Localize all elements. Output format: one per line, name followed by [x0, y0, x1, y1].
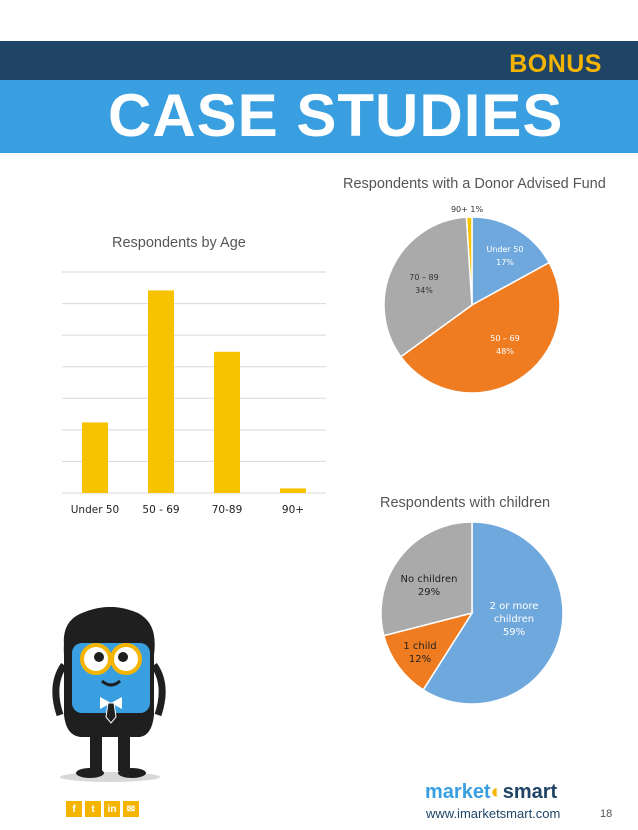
slice-label: 70 – 89 [409, 273, 438, 282]
page-title: CASE STUDIES [108, 82, 564, 149]
marketsmart-logo: market◐smart [425, 781, 558, 803]
bar-1 [148, 290, 174, 493]
slice-label: 29% [418, 587, 440, 598]
pie-slice [399, 261, 561, 394]
linkedin-icon[interactable]: in [104, 801, 120, 817]
pie-slice [422, 521, 564, 705]
slice-label: 17% [496, 258, 514, 267]
slice-label: 12% [409, 654, 431, 665]
slice-label: 2 or more [490, 601, 539, 612]
pie-slice [383, 216, 473, 358]
twitter-icon[interactable]: t [85, 801, 101, 817]
slice-label: 90+ 1% [451, 205, 484, 214]
slice-label: 50 – 69 [490, 334, 519, 343]
slice-label: 34% [415, 286, 433, 295]
slice-label: 1 child [403, 641, 436, 652]
page-number: 18 [600, 808, 613, 820]
x-tick-label: 90+ [282, 504, 304, 516]
email-icon[interactable]: ✉ [123, 801, 139, 817]
mascot-illustration [52, 607, 166, 782]
slice-label: No children [401, 574, 458, 585]
social-icons: f t in ✉ [66, 801, 139, 817]
logo-swoosh-icon: ◐ [490, 781, 503, 803]
children-chart-title: Respondents with children [380, 495, 551, 511]
pie-slice [380, 521, 473, 637]
x-tick-label: Under 50 [71, 504, 119, 516]
bar-3 [280, 488, 306, 493]
slice-label: children [494, 614, 534, 625]
pie-slice [471, 216, 551, 307]
slice-label: 59% [503, 627, 525, 638]
header-band-blue [0, 80, 638, 153]
bonus-label: BONUS [509, 50, 602, 78]
pie-slice [465, 216, 473, 306]
x-tick-label: 70-89 [212, 504, 243, 516]
age-chart-title: Respondents by Age [112, 235, 246, 251]
x-tick-label: 50 - 69 [142, 504, 179, 516]
facebook-icon[interactable]: f [66, 801, 82, 817]
pie-slice [382, 611, 474, 691]
website-url[interactable]: www.imarketsmart.com [426, 806, 561, 821]
header-band-dark [0, 41, 638, 80]
bar-2 [214, 351, 240, 493]
slice-label: 48% [496, 347, 514, 356]
bar-0 [82, 422, 108, 493]
daf-chart-title: Respondents with a Donor Advised Fund [343, 176, 606, 192]
slice-label: Under 50 [487, 245, 524, 254]
